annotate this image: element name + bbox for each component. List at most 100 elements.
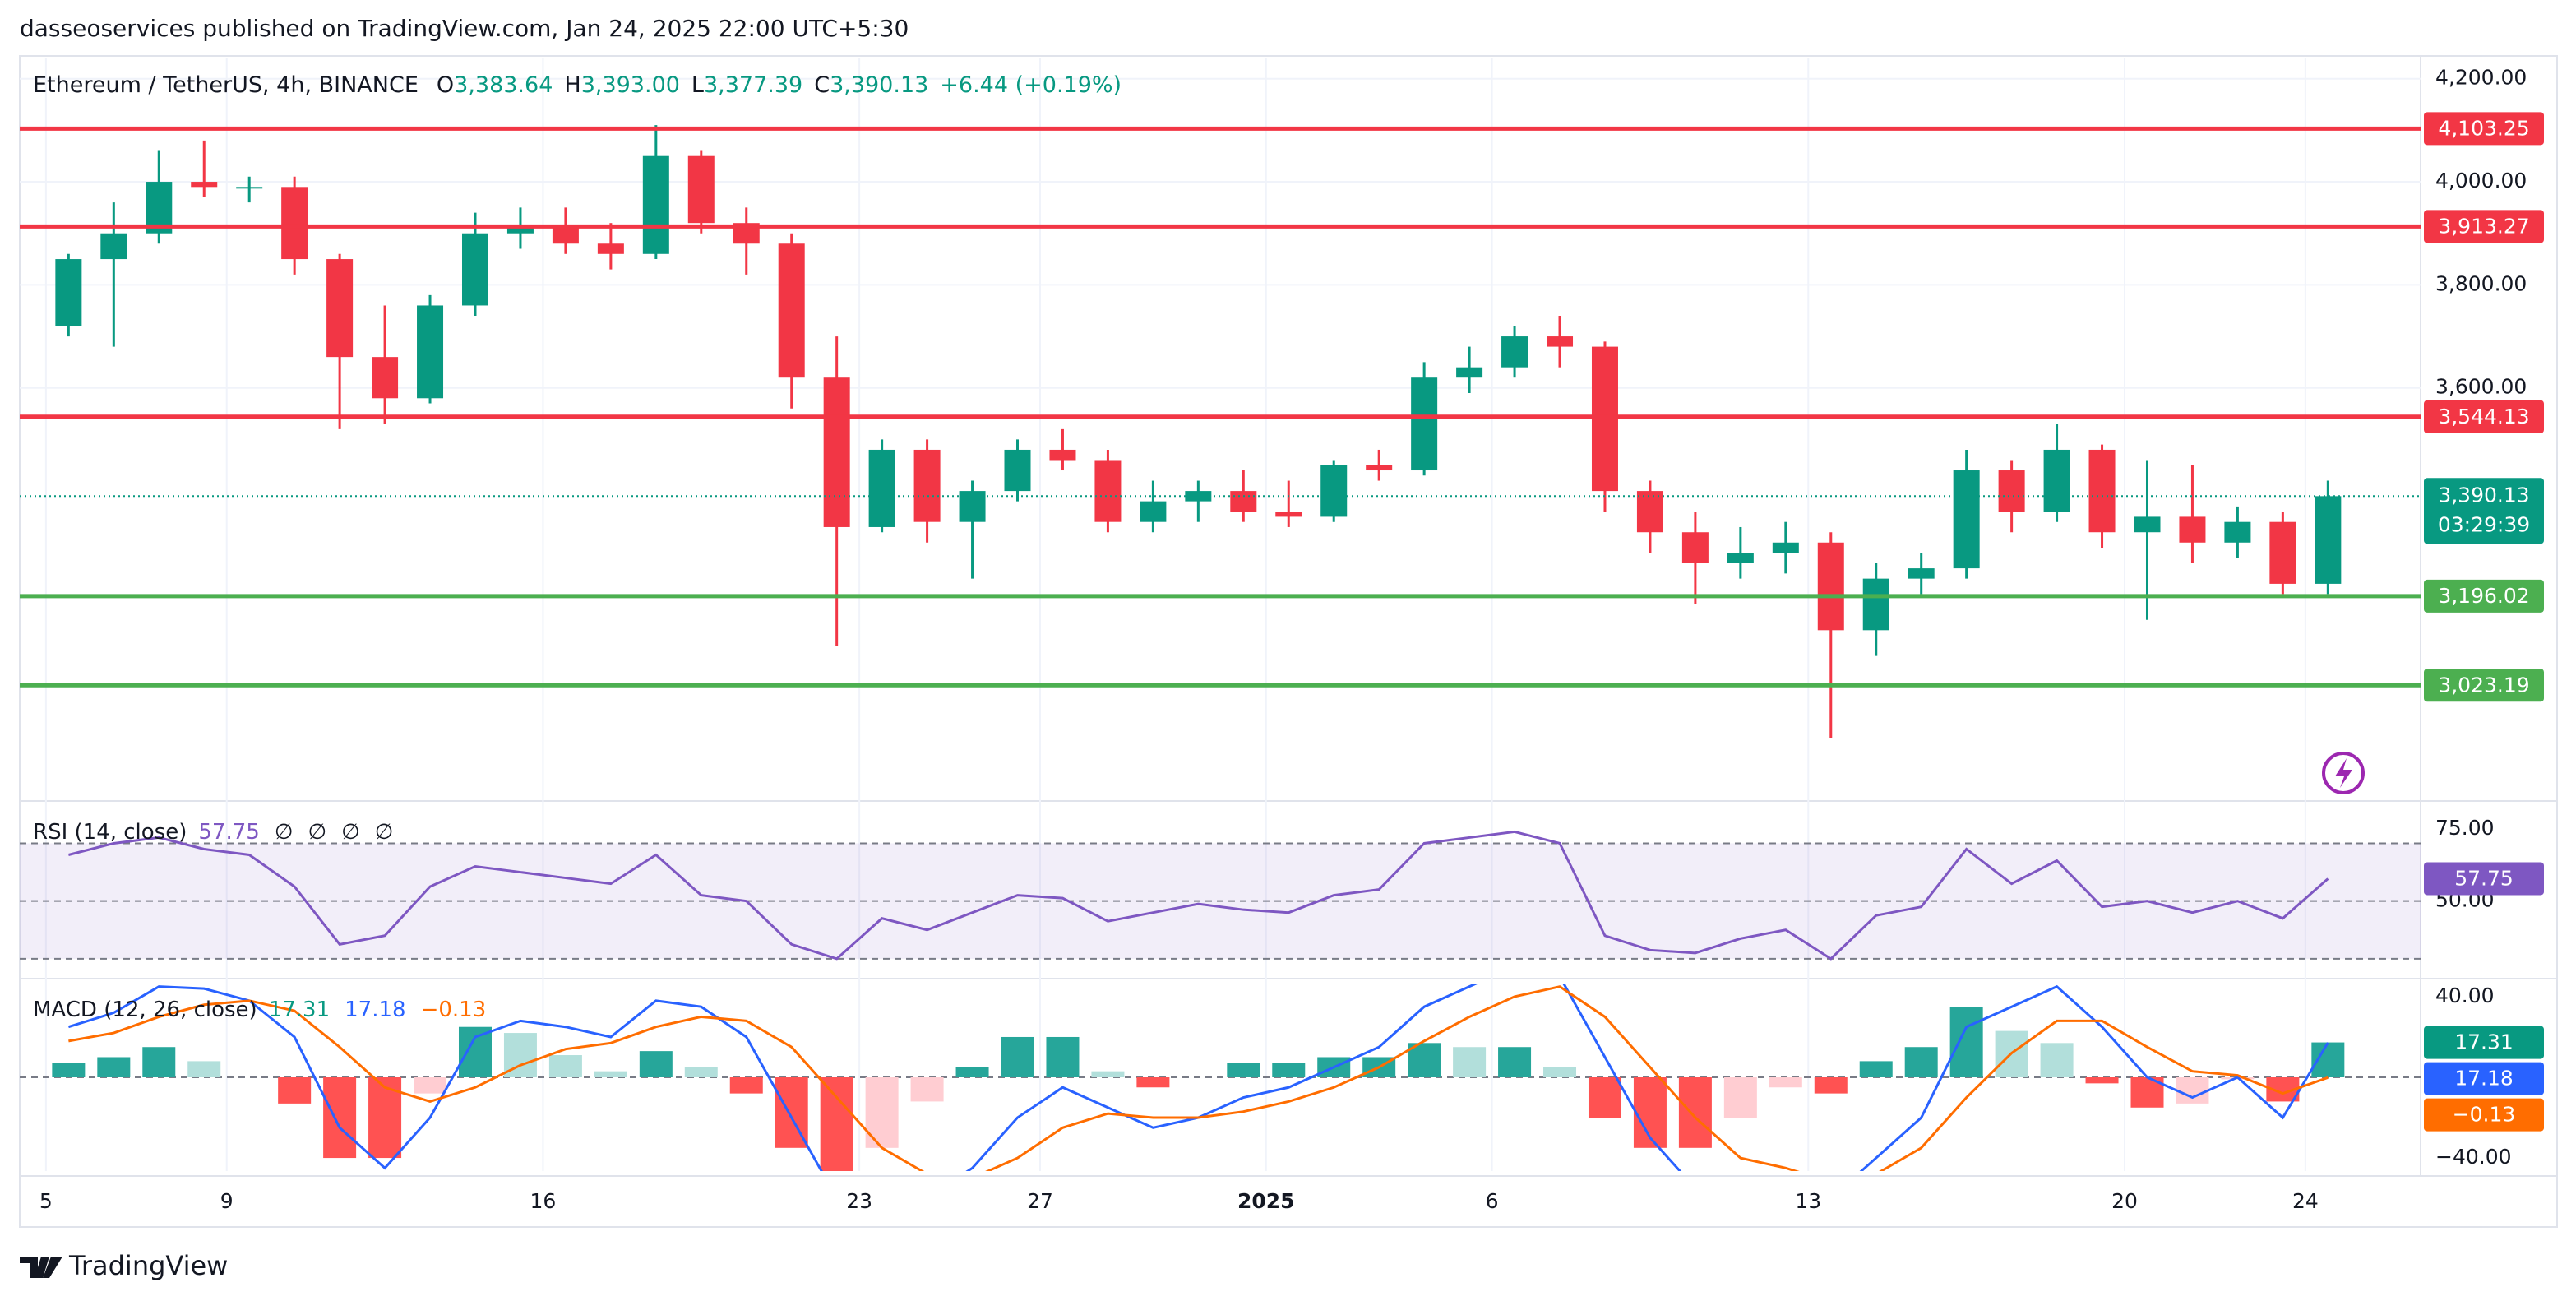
candle-body [506, 228, 534, 234]
hist-bar [323, 1077, 357, 1159]
hist-bar [1272, 1063, 1306, 1077]
candle-body [868, 449, 895, 527]
x-tick-label: 13 [1795, 1189, 1821, 1213]
rsi-extra: ∅ [341, 820, 360, 845]
candle-body [1275, 512, 1302, 517]
symbol-header: Ethereum / TetherUS, 4h, BINANCE O3,383.6… [33, 72, 1122, 98]
candle-body [1501, 336, 1528, 368]
ohlc-key: L [691, 72, 704, 98]
signal-last-label-box [2424, 1098, 2544, 1132]
hist-bar [1136, 1077, 1170, 1088]
tv-logo: TradingView [20, 1250, 228, 1281]
level-label-box [2424, 669, 2544, 702]
rsi-extra: ∅ [308, 820, 326, 845]
candle-body [552, 228, 579, 244]
level-label: 3,023.19 [2438, 673, 2529, 697]
candle-body [823, 377, 850, 527]
hist-bar [458, 1026, 492, 1077]
candle-body [2179, 516, 2206, 543]
level-label-box [2424, 210, 2544, 243]
brand: TradingView [68, 1250, 228, 1281]
countdown: 03:29:39 [2438, 512, 2530, 536]
hist-bar [1498, 1047, 1532, 1077]
rsi-last-label: 57.75 [2454, 866, 2514, 890]
candle-body [1185, 491, 1212, 502]
last-price: 3,390.13 [2438, 483, 2529, 507]
rsi-extra: ∅ [375, 820, 394, 845]
candle-body [461, 233, 488, 306]
x-tick-label: 24 [2292, 1189, 2319, 1213]
hist-bar [684, 1067, 718, 1077]
y-tick-label: 3,800.00 [2435, 271, 2527, 295]
publisher: dasseoservices published on TradingView.… [20, 15, 909, 42]
hist-value: 17.31 [269, 998, 330, 1022]
hist-bar [1453, 1047, 1487, 1077]
candle-body [191, 182, 218, 188]
ohlc-value: 3,383.64 [454, 72, 553, 98]
ohlc-key: H [564, 72, 580, 98]
candle-body [1320, 465, 1348, 517]
macd-title: MACD (12, 26, close) [33, 998, 257, 1022]
candle-body [1366, 465, 1393, 471]
candle-body [913, 449, 941, 522]
candle-body [642, 155, 669, 254]
level-label: 3,913.27 [2438, 214, 2529, 238]
x-tick-label: 20 [2111, 1189, 2138, 1213]
hist-bar [2040, 1043, 2074, 1077]
hist-bar [2085, 1077, 2119, 1084]
candle-body [372, 357, 399, 399]
candle-body [1636, 491, 1663, 533]
signal-line [68, 985, 2329, 1171]
candle-body [281, 187, 308, 260]
hist-bar [368, 1077, 402, 1159]
level-label: 3,196.02 [2438, 584, 2529, 608]
y-tick-label: 4,200.00 [2435, 66, 2527, 90]
candle-body [1862, 578, 1889, 631]
level-label-box [2424, 112, 2544, 146]
hist-bar [1814, 1077, 1848, 1094]
rsi-title: RSI (14, close) [33, 820, 187, 845]
hist-bar [414, 1077, 447, 1094]
candle-body [1953, 470, 1980, 569]
hist-bar [52, 1063, 86, 1077]
hist-bar [1543, 1067, 1577, 1077]
candle-body [417, 305, 444, 399]
hist-bar [1859, 1061, 1893, 1077]
candle-body [1772, 542, 1799, 553]
candle-body [1049, 449, 1076, 461]
hist-bar [910, 1077, 944, 1102]
hist-bar [2176, 1077, 2209, 1104]
hist-bar [1949, 1007, 1983, 1077]
candle-body [1140, 501, 1167, 522]
candle-body [1908, 568, 1935, 579]
macd-value: 17.18 [345, 998, 405, 1022]
ohlc-value: 3,390.13 [830, 72, 928, 98]
candle-body [100, 233, 127, 260]
x-tick-label: 16 [530, 1189, 557, 1213]
y-tick-label: −40.00 [2435, 1145, 2512, 1169]
hist-bar [1678, 1077, 1712, 1148]
hist-bar [955, 1067, 989, 1077]
x-tick-label: 9 [220, 1189, 234, 1213]
candle-body [1817, 542, 1844, 631]
level-label: 3,544.13 [2438, 405, 2529, 428]
rsi-line [67, 830, 2329, 961]
hist-bar [865, 1077, 899, 1148]
chart-frame [19, 55, 2558, 1228]
rsi-last-label-box [2424, 862, 2544, 896]
rsi-legend: RSI (14, close) 57.75 ∅ ∅ ∅ ∅ [33, 820, 393, 845]
symbol: Ethereum / TetherUS, 4h, BINANCE [33, 72, 419, 98]
candle-body [2224, 521, 2251, 543]
alert-icon-bolt [2335, 758, 2352, 788]
ohlc-key: C [814, 72, 830, 98]
candle-body [597, 243, 624, 254]
candle-body [2315, 496, 2342, 584]
ohlc-key: O [437, 72, 454, 98]
macd-legend: MACD (12, 26, close) 17.31 17.18 −0.13 [33, 998, 486, 1022]
alert-icon[interactable] [2322, 752, 2365, 794]
level-label-box [2424, 400, 2544, 433]
change: +6.44 (+0.19%) [940, 72, 1122, 98]
hist-bar [1769, 1077, 1802, 1088]
hist-bar [639, 1051, 673, 1077]
